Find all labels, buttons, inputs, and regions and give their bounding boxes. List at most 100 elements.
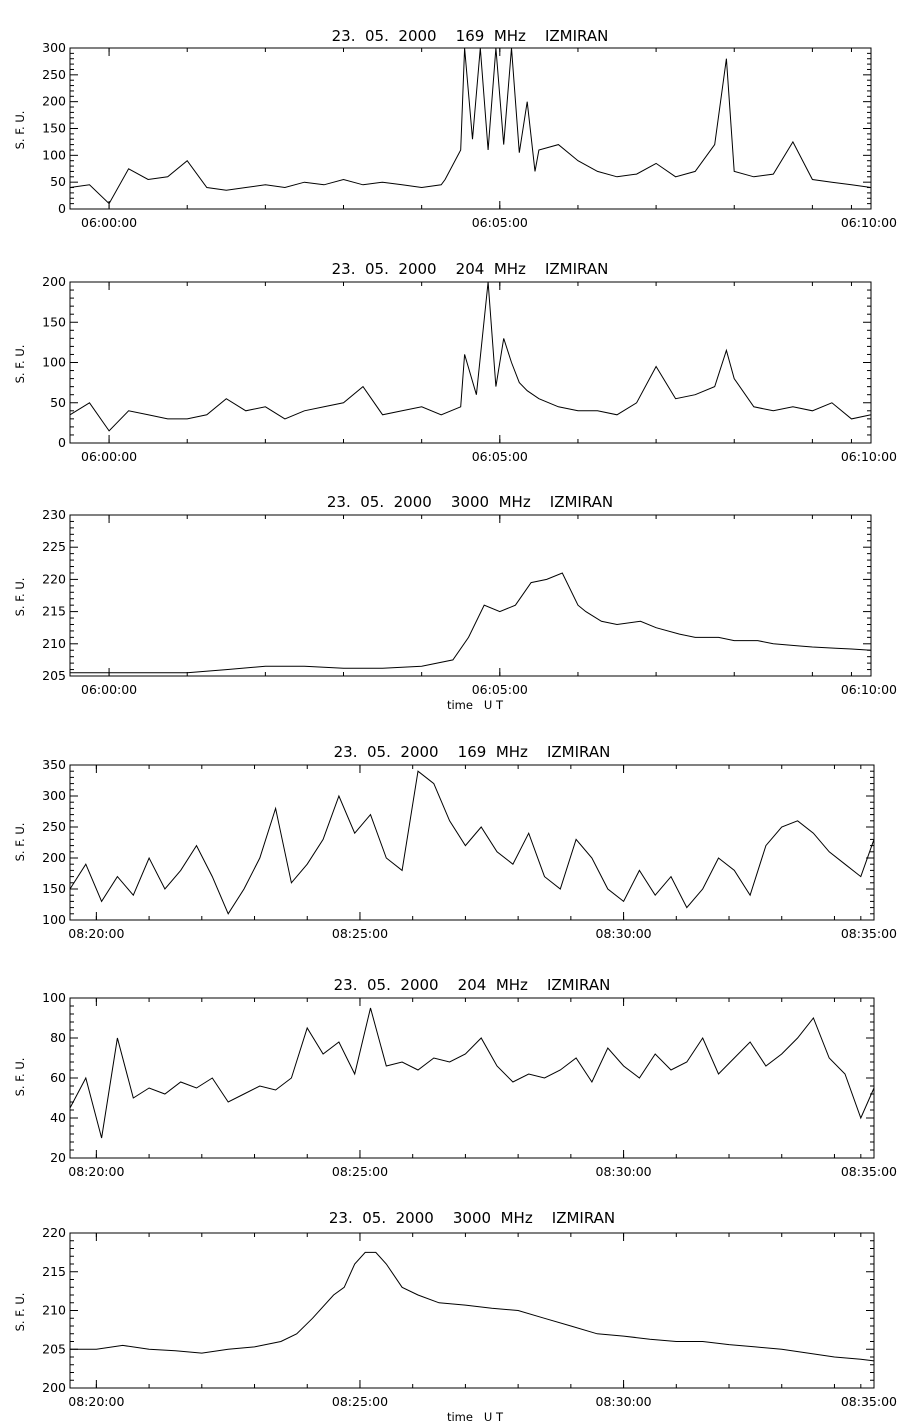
x-tick-label: 08:20:00 (68, 926, 124, 941)
panel-169mhz-0820: 23. 05. 2000 169 MHz IZMIRAN S. F. U. 10… (13, 743, 897, 941)
y-tick-label: 0 (58, 435, 66, 450)
x-tick-label: 08:35:00 (841, 926, 897, 941)
y-tick-label: 230 (42, 507, 66, 522)
y-ticks: 200 205 210 215 220 (42, 1225, 874, 1395)
y-ticks: 0 50 100 150 200 250 300 (42, 40, 871, 216)
y-tick-label: 20 (50, 1150, 66, 1165)
x-tick-label: 08:35:00 (841, 1164, 897, 1179)
plot-frame (69, 1232, 875, 1389)
x-tick-label: 06:10:00 (841, 682, 897, 697)
x-tick-label: 06:05:00 (472, 449, 528, 464)
panel-204mhz-0600: 23. 05. 2000 204 MHz IZMIRAN S. F. U. 0 5… (13, 260, 897, 464)
y-tick-label: 250 (42, 67, 66, 82)
y-axis-label: S. F. U. (13, 1058, 27, 1097)
x-tick-label: 08:25:00 (332, 1164, 388, 1179)
y-axis-label: S. F. U. (13, 1293, 27, 1332)
panel-204mhz-0820: 23. 05. 2000 204 MHz IZMIRAN S. F. U. 20… (13, 976, 897, 1179)
y-tick-label: 100 (42, 990, 66, 1005)
y-tick-label: 150 (42, 314, 66, 329)
y-tick-label: 200 (42, 850, 66, 865)
x-axis-label: time U T (447, 1410, 504, 1424)
x-tick-label: 08:30:00 (596, 1164, 652, 1179)
y-tick-label: 0 (58, 201, 66, 216)
y-tick-label: 150 (42, 121, 66, 136)
y-tick-label: 350 (42, 757, 66, 772)
y-tick-label: 205 (42, 668, 66, 683)
x-ticks: 06:00:00 06:05:00 06:10:00 (81, 515, 897, 697)
y-ticks: 20 40 60 80 100 (42, 990, 874, 1165)
x-tick-label: 06:05:00 (472, 215, 528, 230)
x-tick-label: 08:20:00 (68, 1164, 124, 1179)
x-tick-label: 08:25:00 (332, 1394, 388, 1409)
y-tick-label: 300 (42, 40, 66, 55)
y-tick-label: 60 (50, 1070, 66, 1085)
y-tick-label: 210 (42, 636, 66, 651)
chart-title: 23. 05. 2000 204 MHz IZMIRAN (334, 976, 611, 994)
x-axis-label: time U T (447, 698, 504, 712)
chart-title: 23. 05. 2000 169 MHz IZMIRAN (332, 27, 609, 45)
y-ticks: 205 210 215 220 225 230 (42, 507, 871, 683)
y-tick-label: 50 (50, 174, 66, 189)
flux-series-line (69, 770, 875, 915)
plot-frame (69, 281, 872, 444)
flux-series-line (69, 1007, 875, 1139)
flux-series-line (70, 1251, 875, 1362)
flux-series-line (69, 47, 872, 205)
x-tick-label: 06:00:00 (81, 215, 137, 230)
panel-3000mhz-0600: 23. 05. 2000 3000 MHz IZMIRAN S. F. U. 2… (13, 493, 897, 712)
y-tick-label: 150 (42, 881, 66, 896)
chart-title: 23. 05. 2000 169 MHz IZMIRAN (334, 743, 611, 761)
plot-frame (69, 47, 872, 210)
y-axis-label: S. F. U. (13, 345, 27, 384)
x-tick-label: 08:30:00 (596, 1394, 652, 1409)
plot-frame (69, 997, 875, 1159)
x-ticks: 06:00:00 06:05:00 06:10:00 (81, 282, 897, 464)
x-tick-label: 06:00:00 (81, 449, 137, 464)
x-tick-label: 08:20:00 (68, 1394, 124, 1409)
y-tick-label: 215 (42, 1264, 66, 1279)
y-tick-label: 300 (42, 788, 66, 803)
x-tick-label: 06:05:00 (472, 682, 528, 697)
chart-title: 23. 05. 2000 3000 MHz IZMIRAN (327, 493, 613, 511)
y-axis-label: S. F. U. (13, 823, 27, 862)
y-tick-label: 225 (42, 539, 66, 554)
y-axis-label: S. F. U. (13, 111, 27, 150)
y-axis-label: S. F. U. (13, 578, 27, 617)
chart-title: 23. 05. 2000 204 MHz IZMIRAN (332, 260, 609, 278)
x-tick-label: 06:10:00 (841, 449, 897, 464)
y-tick-label: 220 (42, 571, 66, 586)
y-tick-label: 100 (42, 912, 66, 927)
y-ticks: 0 50 100 150 200 (42, 274, 871, 450)
y-tick-label: 80 (50, 1030, 66, 1045)
x-ticks: 08:20:00 08:25:00 08:30:00 08:35:00 (68, 765, 897, 941)
y-tick-label: 215 (42, 604, 66, 619)
chart-title: 23. 05. 2000 3000 MHz IZMIRAN (329, 1209, 615, 1227)
y-tick-label: 200 (42, 274, 66, 289)
y-tick-label: 200 (42, 94, 66, 109)
y-tick-label: 205 (42, 1341, 66, 1356)
flux-series-line (70, 572, 872, 674)
y-tick-label: 40 (50, 1110, 66, 1125)
y-tick-label: 100 (42, 147, 66, 162)
x-tick-label: 06:10:00 (841, 215, 897, 230)
y-tick-label: 200 (42, 1380, 66, 1395)
x-ticks: 08:20:00 08:25:00 08:30:00 08:35:00 (68, 1233, 897, 1409)
x-tick-label: 06:00:00 (81, 682, 137, 697)
plot-frame (69, 764, 875, 921)
plot-frame (69, 514, 872, 677)
panel-169mhz-0600: 23. 05. 2000 169 MHz IZMIRAN S. F. U. 0 5… (13, 27, 897, 230)
y-tick-label: 250 (42, 819, 66, 834)
y-tick-label: 100 (42, 355, 66, 370)
x-ticks: 08:20:00 08:25:00 08:30:00 08:35:00 (68, 998, 897, 1179)
x-ticks: 06:00:00 06:05:00 06:10:00 (81, 48, 897, 230)
x-tick-label: 08:35:00 (841, 1394, 897, 1409)
x-tick-label: 08:30:00 (596, 926, 652, 941)
y-ticks: 100 150 200 250 300 350 (42, 757, 874, 927)
y-tick-label: 220 (42, 1225, 66, 1240)
y-tick-label: 210 (42, 1303, 66, 1318)
x-tick-label: 08:25:00 (332, 926, 388, 941)
panel-3000mhz-0820: 23. 05. 2000 3000 MHz IZMIRAN S. F. U. 2… (13, 1209, 897, 1424)
flux-series-line (69, 281, 872, 432)
y-tick-label: 50 (50, 395, 66, 410)
